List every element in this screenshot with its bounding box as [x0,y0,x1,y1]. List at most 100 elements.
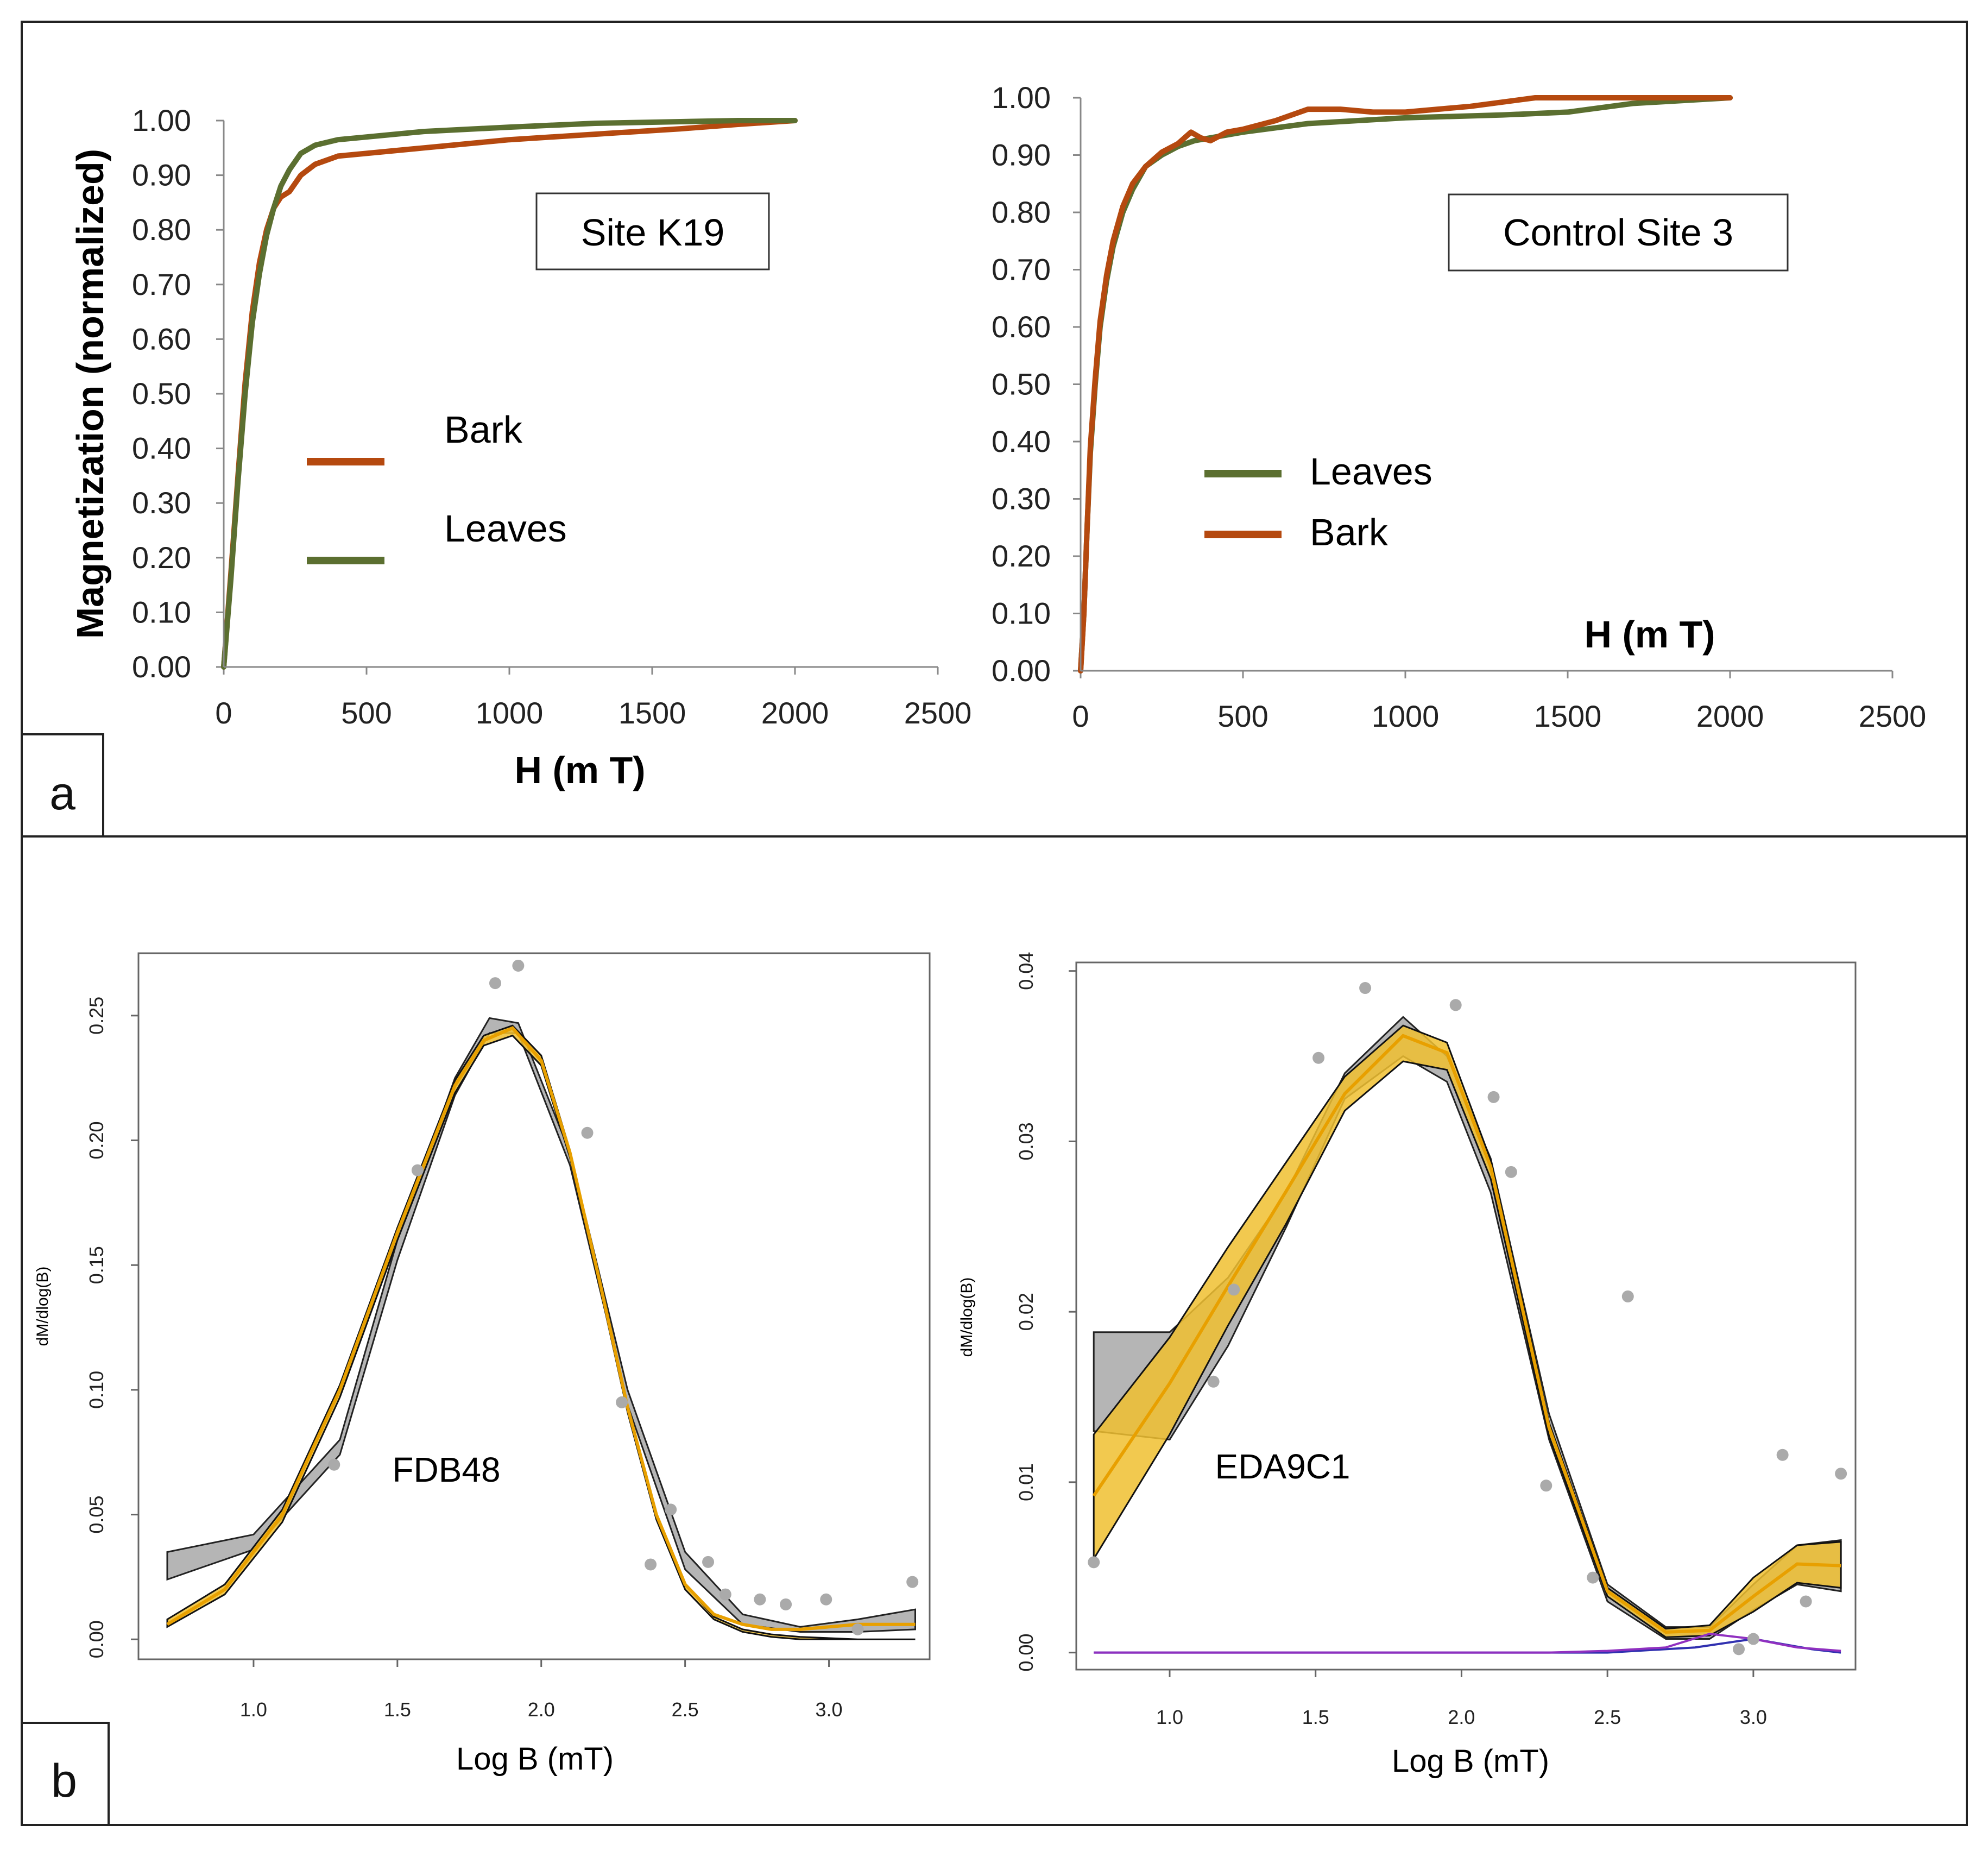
eda9c1-data-point [1800,1595,1812,1608]
fdb48-band [166,1024,916,1640]
cs3-y-tick-label: 1.00 [992,80,1051,115]
fdb48-data-point [820,1593,832,1606]
eda9c1-components [1094,1633,1841,1654]
k19-series [221,118,798,670]
eda9c1-y-tick-label: 0.01 [1015,1463,1037,1501]
fdb48-x-tick-label: 1.5 [384,1698,411,1721]
eda9c1-data-point [1733,1643,1745,1655]
fdb48-x-tick-label: 1.0 [240,1698,267,1721]
k19-y-axis-title: Magnetization (normalized) [69,149,111,639]
eda9c1-data-point [1228,1283,1240,1296]
eda9c1-data-point [1359,982,1372,994]
cs3-x-axis-title: H (m T) [1584,613,1715,656]
cs3-legend-label-bark: Bark [1310,511,1389,553]
eda9c1-x-ticks: 1.0 1.5 2.0 2.5 3.0 [1156,1670,1767,1728]
cs3-y-tick-label: 0.60 [992,310,1051,344]
eda9c1-y-tick-label: 0.00 [1015,1634,1037,1672]
fdb48-data-point [489,977,501,990]
fdb48-y-axis-title: dM/dlog(B) [34,1267,52,1346]
cs3-series-line-leaves [1078,95,1733,673]
eda9c1-data-point [1747,1633,1759,1645]
cs3-x-tick-label: 1500 [1534,699,1602,733]
k19-y-tick-label: 1.00 [132,103,191,137]
k19-x-tick-label: 2500 [904,696,972,730]
k19-x-tick-label: 1500 [619,696,686,730]
panel-a-label: a [49,767,75,820]
eda9c1-component-2-line [1094,1633,1841,1654]
fdb48-x-tick-label: 3.0 [816,1698,843,1721]
eda9c1-x-tick-label: 2.0 [1448,1706,1475,1728]
k19-x-ticks: 0 500 1000 1500 2000 2500 [215,667,971,730]
cs3-x-tick-label: 500 [1217,699,1268,733]
cs3-annotation: Control Site 3 [1503,211,1733,254]
eda9c1-fit [1092,1034,1841,1634]
fdb48-x-tick-label: 2.0 [528,1698,555,1721]
panel-b-label-box [21,1722,110,1826]
fdb48-data-point [665,1503,677,1516]
k19-y-tick-label: 0.80 [132,212,191,247]
eda9c1-y-axis-title: dM/dlog(B) [958,1277,976,1357]
eda9c1-plot-frame [1075,961,1857,1671]
cs3-y-tick-label: 0.30 [992,482,1051,516]
eda9c1-data-point [1487,1091,1500,1103]
k19-y-tick-label: 0.30 [132,486,191,520]
fdb48-data-point [616,1396,628,1408]
cs3-x-ticks: 0 500 1000 1500 2000 2500 [1072,671,1926,733]
fdb48-x-axis-title: Log B (mT) [456,1741,614,1777]
cs3-y-tick-label: 0.40 [992,424,1051,458]
cs3-y-tick-label: 0.80 [992,195,1051,229]
cs3-y-tick-label: 0.20 [992,539,1051,573]
cs3-series [1078,95,1733,673]
k19-y-ticks: 0.00 0.10 0.20 0.30 0.40 0.50 0.60 0.70 0.80 0.90… [132,103,224,684]
k19-annotation-box [535,192,770,270]
eda9c1-data-point [1449,999,1462,1011]
fdb48-y-ticks: 0.00 0.05 0.10 0.15 0.20 0.25 [85,997,138,1658]
fdb48-data-point [719,1588,731,1601]
eda9c1-x-tick-label: 3.0 [1740,1706,1767,1728]
k19-y-tick-label: 0.90 [132,158,191,192]
cs3-x-tick-label: 0 [1072,699,1089,733]
eda9c1-data-point [1776,1449,1789,1461]
k19-y-tick-label: 0.10 [132,595,191,629]
chart-site-k19: 0.00 0.10 0.20 0.30 0.40 0.50 0.60 0.70 0.80 0.90… [69,103,971,791]
cs3-y-tick-label: 0.00 [992,653,1051,688]
k19-y-tick-label: 0.40 [132,431,191,465]
eda9c1-data-point [1088,1556,1100,1569]
fdb48-data-point [411,1164,424,1176]
fdb48-x-tick-label: 2.5 [672,1698,699,1721]
eda9c1-annotation: EDA9C1 [1215,1447,1350,1486]
k19-x-axis-title: H (m T) [514,749,645,791]
fdb48-data-point [581,1126,594,1139]
eda9c1-data-point [1207,1375,1220,1388]
cs3-y-ticks: 0.00 0.10 0.20 0.30 0.40 0.50 0.60 0.70 0.80 0.90… [992,80,1081,688]
cs3-x-tick-label: 2000 [1696,699,1764,733]
cs3-x-tick-label: 1000 [1372,699,1440,733]
fdb48-fit-line [166,1026,916,1631]
eda9c1-x-tick-label: 1.5 [1302,1706,1329,1728]
fdb48-data-point [780,1598,792,1610]
fdb48-y-tick-label: 0.20 [85,1121,108,1159]
cs3-x-tick-label: 2500 [1859,699,1927,733]
cs3-y-tick-label: 0.90 [992,138,1051,172]
fdb48-band-area [166,1024,916,1640]
eda9c1-band-area [1093,1024,1842,1638]
eda9c1-data-point [1540,1480,1552,1492]
fdb48-data-point [702,1556,715,1568]
panel-a-label-box [21,733,104,838]
fdb48-data-point [512,959,525,972]
fdb48-data-point [328,1458,340,1471]
eda9c1-data-point [1621,1290,1634,1302]
k19-y-tick-label: 0.70 [132,267,191,301]
k19-x-tick-label: 0 [215,696,232,730]
cs3-series-line-bark [1078,95,1733,673]
fdb48-plot-frame [137,952,931,1660]
fdb48-envelope-area [166,1017,916,1633]
eda9c1-y-tick-label: 0.03 [1015,1122,1037,1160]
k19-legend-label-leaves: Leaves [444,507,567,550]
k19-x-tick-label: 1000 [476,696,544,730]
fdb48-data-point [645,1558,657,1571]
chart-control-site-3: 0.00 0.10 0.20 0.30 0.40 0.50 0.60 0.70 0.80 0.90… [992,80,1926,733]
k19-x-tick-label: 2000 [761,696,829,730]
k19-annotation: Site K19 [581,211,725,254]
cs3-y-tick-label: 0.50 [992,367,1051,401]
